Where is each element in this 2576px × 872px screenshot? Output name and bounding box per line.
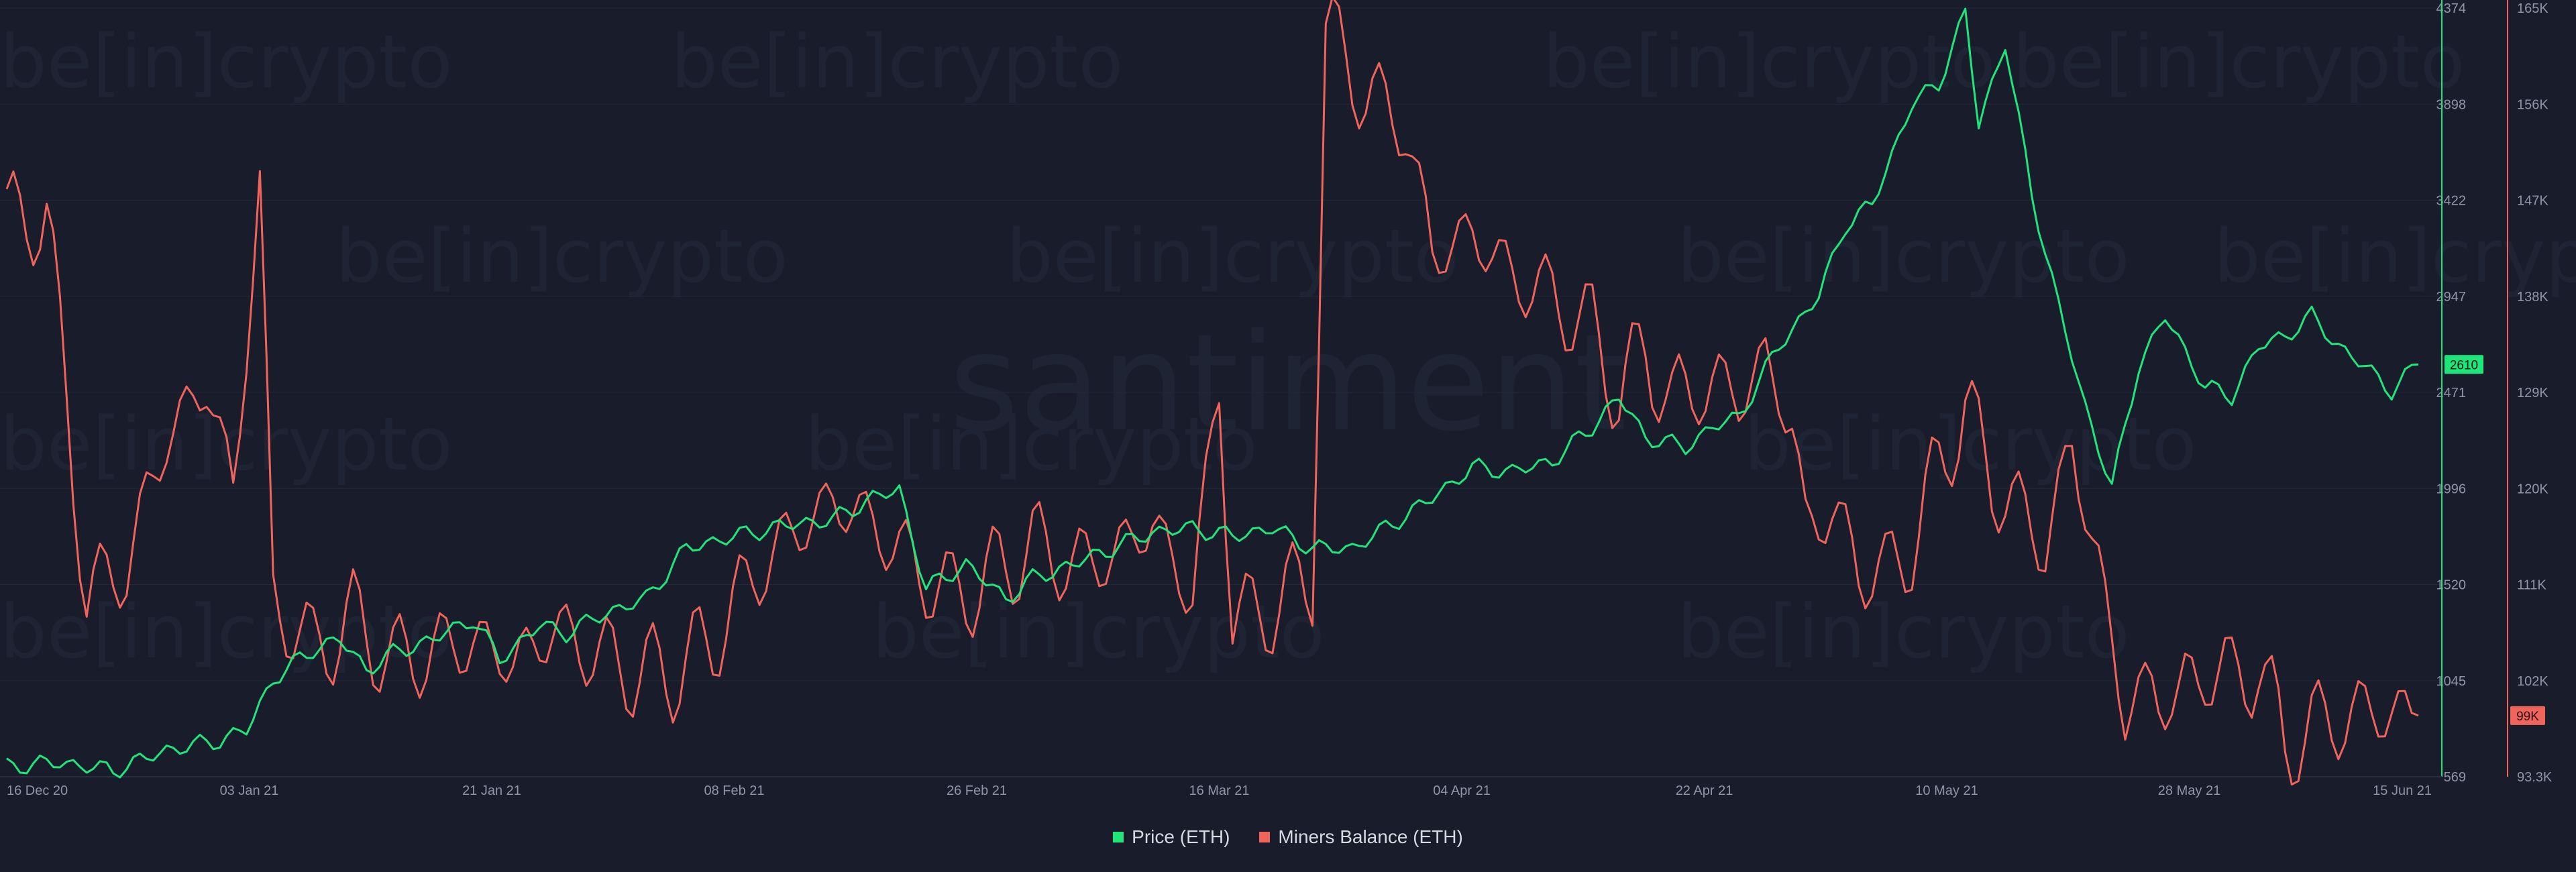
price-current-badge-label: 2610 [2450, 358, 2478, 372]
y-right-tick-label: 102K [2517, 674, 2548, 689]
legend-item-miners[interactable]: Miners Balance (ETH) [1259, 826, 1463, 848]
watermark-partner: be[in]crypto [0, 401, 453, 487]
y-left-tick-label: 569 [2444, 770, 2466, 785]
price-current-badge [2445, 355, 2483, 374]
watermark-partner: be[in]crypto [0, 19, 453, 105]
miners-current-badge [2510, 706, 2545, 725]
watermark-partner: be[in]crypto [1677, 589, 2130, 675]
x-tick-label: 21 Jan 21 [462, 783, 521, 798]
y-left-tick-label: 1996 [2436, 482, 2467, 496]
watermark-partner: be[in]crypto [1677, 213, 2130, 299]
series-line-miners-balance [5, 0, 2419, 785]
miners-current-badge-label: 99K [2516, 710, 2539, 724]
y-left-tick-label: 1045 [2436, 674, 2467, 689]
y-right-tick-label: 147K [2517, 194, 2548, 209]
watermark-partner: be[in]crypto [2012, 19, 2465, 105]
y-right-tick-label: 165K [2517, 1, 2548, 16]
y-right-tick-label: 111K [2517, 578, 2546, 593]
watermark-partner: be[in]crypto [1543, 19, 1996, 105]
y-left-tick-label: 4374 [2436, 1, 2467, 16]
x-tick-label: 08 Feb 21 [704, 783, 764, 798]
y-left-tick-label: 3898 [2436, 97, 2467, 112]
y-right-tick-label: 120K [2517, 482, 2548, 496]
y-left-tick-label: 3422 [2436, 194, 2467, 209]
watermark-partner: be[in]crypto [335, 213, 788, 299]
legend-label-price: Price (ETH) [1132, 826, 1230, 847]
x-tick-label: 15 Jun 21 [2373, 783, 2432, 798]
y-left-tick-label: 2947 [2436, 290, 2467, 305]
y-right-tick-label: 138K [2517, 290, 2548, 305]
watermark-partner: be[in]crypto [1744, 401, 2197, 487]
x-tick-label: 03 Jan 21 [220, 783, 279, 798]
legend-swatch-price [1113, 832, 1124, 842]
y-right-tick-label: 93.3K [2517, 770, 2553, 785]
watermark-partner: be[in]crypto [2214, 213, 2576, 299]
legend: Price (ETH) Miners Balance (ETH) [0, 826, 2576, 848]
y-right-tick-label: 156K [2517, 97, 2548, 112]
watermark-partner: be[in]crypto [1006, 213, 1459, 299]
series-line-price [6, 7, 2419, 779]
legend-label-miners: Miners Balance (ETH) [1278, 826, 1463, 847]
x-tick-label: 28 May 21 [2158, 783, 2220, 798]
x-tick-label: 10 May 21 [1915, 783, 1978, 798]
y-left-tick-label: 2471 [2436, 386, 2467, 400]
x-tick-label: 16 Mar 21 [1189, 783, 1249, 798]
x-tick-label: 22 Apr 21 [1676, 783, 1733, 798]
x-tick-label: 16 Dec 20 [7, 783, 68, 798]
legend-swatch-miners [1259, 832, 1271, 842]
y-left-tick-label: 1520 [2436, 578, 2467, 593]
watermark-partner: be[in]crypto [0, 589, 453, 675]
x-tick-label: 26 Feb 21 [947, 783, 1007, 798]
y-right-tick-label: 129K [2517, 386, 2548, 400]
watermark-partner: be[in]crypto [671, 19, 1124, 105]
watermark-partner: be[in]crypto [805, 401, 1258, 487]
legend-item-price[interactable]: Price (ETH) [1113, 826, 1230, 848]
x-tick-label: 04 Apr 21 [1433, 783, 1491, 798]
watermark-brand: santiment [949, 305, 1627, 461]
watermark-partner: be[in]crypto [872, 589, 1325, 675]
